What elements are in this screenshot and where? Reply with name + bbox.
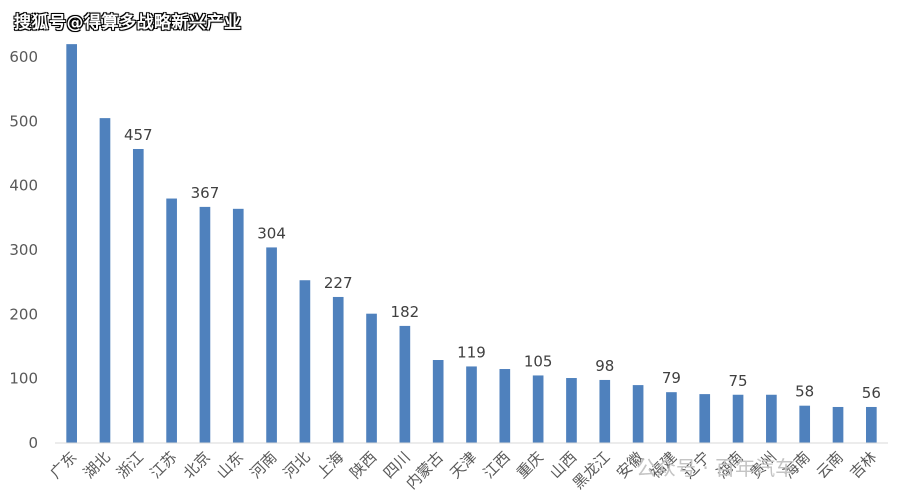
x-tick-label: 吉林 — [846, 448, 880, 482]
bar — [699, 394, 711, 443]
bar — [466, 366, 477, 443]
y-tick-label: 200 — [9, 305, 38, 323]
bar — [766, 394, 777, 443]
bar — [732, 394, 744, 443]
bar — [166, 198, 177, 443]
bar — [866, 406, 877, 443]
data-label: 105 — [524, 352, 553, 370]
data-label: 182 — [391, 303, 420, 321]
data-label: 227 — [324, 274, 353, 292]
x-tick-label: 云南 — [813, 448, 847, 482]
bar — [599, 379, 611, 443]
bar — [532, 375, 544, 443]
bar — [232, 208, 244, 443]
x-tick-label: 江西 — [480, 448, 514, 482]
x-tick-label: 重庆 — [513, 448, 547, 482]
y-tick-label: 0 — [28, 434, 38, 452]
bar — [399, 325, 411, 443]
data-label: 457 — [124, 126, 153, 144]
data-label: 58 — [795, 383, 814, 401]
x-tick-label: 江苏 — [146, 448, 180, 482]
y-tick-label: 400 — [9, 177, 38, 195]
x-tick-label: 天津 — [446, 448, 480, 482]
bar — [566, 378, 577, 443]
bar — [332, 296, 344, 443]
x-tick-label: 陕西 — [346, 448, 380, 482]
bar — [66, 44, 77, 444]
bar — [366, 313, 377, 443]
watermark-top: 搜狐号@得算多战略新兴产业 — [14, 13, 242, 33]
data-label: 367 — [191, 184, 220, 202]
x-tick-label: 内蒙古 — [402, 448, 447, 493]
bar — [132, 148, 144, 443]
bar — [799, 405, 811, 443]
x-tick-label: 河南 — [246, 448, 280, 482]
bar — [432, 360, 444, 443]
y-axis-ticks: 0 100 200 300 400 500 600 — [9, 48, 38, 452]
data-label: 75 — [729, 372, 748, 390]
bar — [499, 369, 511, 443]
y-tick-label: 600 — [9, 48, 38, 66]
data-label: 304 — [257, 224, 286, 242]
data-label: 56 — [862, 384, 881, 402]
x-tick-label: 广东 — [47, 448, 81, 482]
watermark-bottom: 公众号 · 百年汽车 — [636, 456, 796, 480]
data-labels: 457 367 304 227 182 119 105 98 79 75 58 56 — [124, 126, 881, 402]
bar — [299, 280, 311, 443]
bars — [66, 44, 877, 444]
bar — [99, 118, 111, 443]
x-tick-label: 北京 — [180, 448, 214, 482]
data-label: 98 — [595, 357, 614, 375]
x-tick-label: 湖北 — [80, 448, 114, 482]
y-tick-label: 500 — [9, 112, 38, 130]
x-tick-label: 山东 — [213, 448, 247, 482]
bar — [632, 385, 644, 443]
data-label: 79 — [662, 369, 681, 387]
y-tick-label: 100 — [9, 370, 38, 388]
bar — [199, 206, 211, 443]
x-tick-label: 浙江 — [113, 448, 147, 482]
bar — [666, 392, 677, 443]
bar — [266, 247, 277, 443]
x-tick-label: 黑龙江 — [569, 448, 614, 493]
bar — [832, 406, 844, 443]
y-tick-label: 300 — [9, 241, 38, 259]
x-tick-label: 上海 — [313, 448, 347, 482]
x-tick-label: 河北 — [280, 448, 314, 482]
data-label: 119 — [457, 343, 486, 361]
